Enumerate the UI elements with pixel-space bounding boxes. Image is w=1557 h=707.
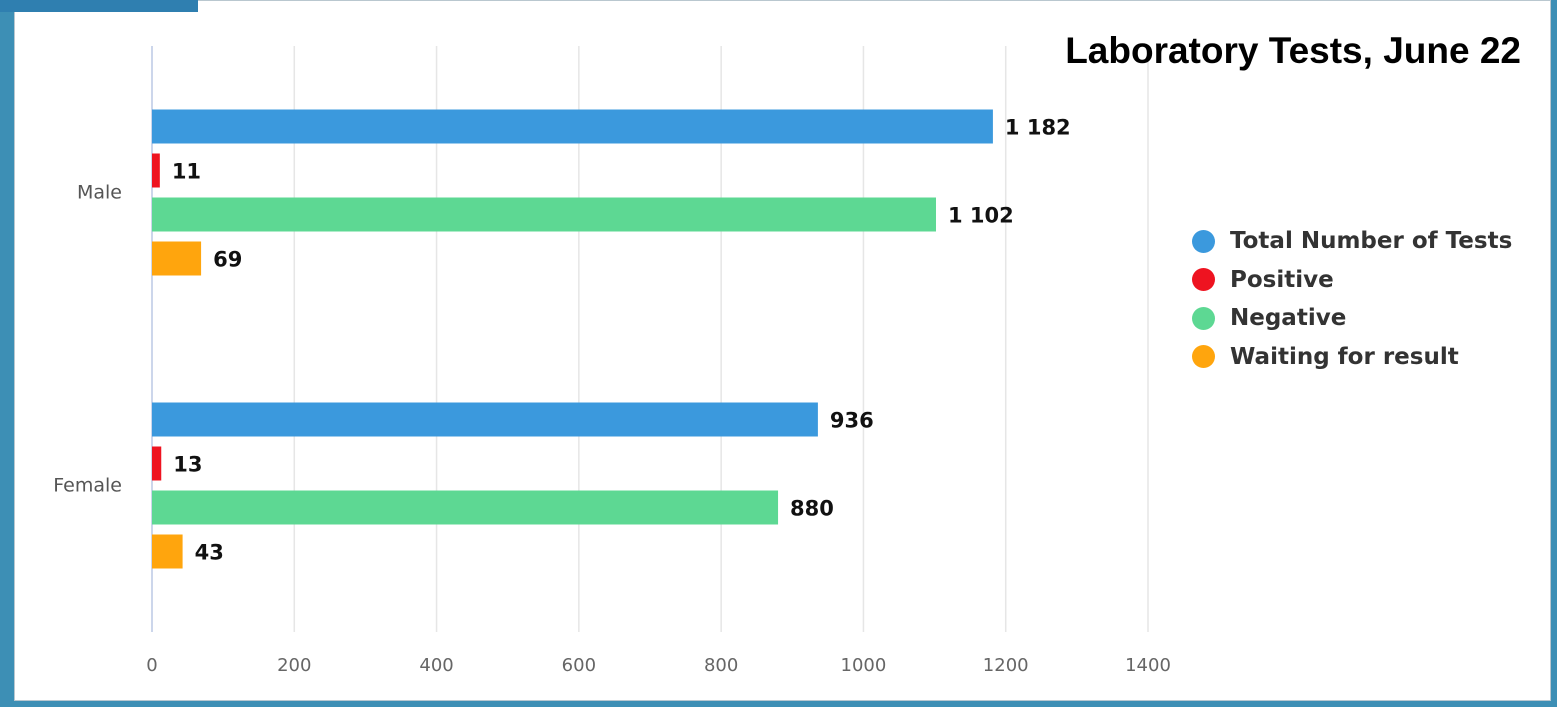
legend-item[interactable]: Negative bbox=[1192, 299, 1512, 338]
data-labels: 1 182 11 1 102 69 936 13 880 43 bbox=[172, 116, 1071, 565]
x-tick-label: 1000 bbox=[841, 655, 887, 676]
x-tick-label: 800 bbox=[704, 655, 738, 676]
legend-swatch bbox=[1192, 306, 1215, 330]
bar bbox=[152, 153, 160, 188]
legend-swatch bbox=[1192, 229, 1215, 253]
x-tick-label: 600 bbox=[562, 655, 596, 676]
legend-label: Positive bbox=[1230, 266, 1334, 293]
legend-swatch bbox=[1192, 268, 1215, 292]
legend-item[interactable]: Positive bbox=[1192, 261, 1512, 300]
data-label: 936 bbox=[830, 409, 874, 433]
bar bbox=[152, 446, 162, 481]
x-tick-label: 200 bbox=[277, 655, 311, 676]
data-label: 1 102 bbox=[948, 204, 1014, 228]
bar bbox=[152, 402, 818, 437]
category-labels: Male Female bbox=[53, 182, 122, 497]
data-label: 69 bbox=[213, 248, 242, 272]
legend-label: Waiting for result bbox=[1230, 343, 1459, 370]
data-label: 43 bbox=[195, 541, 224, 565]
x-tick-label: 1400 bbox=[1125, 655, 1171, 676]
legend-label: Total Number of Tests bbox=[1230, 228, 1513, 255]
data-label: 11 bbox=[172, 160, 201, 184]
legend-swatch bbox=[1192, 345, 1215, 369]
gridlines bbox=[151, 46, 1149, 632]
x-tick-label: 1200 bbox=[983, 655, 1029, 676]
legend-label: Negative bbox=[1230, 305, 1347, 332]
data-label: 1 182 bbox=[1005, 116, 1071, 140]
legend-item[interactable]: Total Number of Tests bbox=[1192, 222, 1512, 261]
x-tick-label: 400 bbox=[419, 655, 453, 676]
legend-item[interactable]: Waiting for result bbox=[1192, 338, 1512, 377]
x-tick-label: 0 bbox=[146, 655, 157, 676]
header-accent bbox=[0, 0, 198, 12]
category-label: Male bbox=[77, 182, 122, 204]
data-label: 880 bbox=[790, 497, 834, 521]
bar bbox=[152, 241, 202, 276]
bar bbox=[152, 534, 183, 569]
bars bbox=[152, 109, 993, 569]
legend: Total Number of Tests Positive Negative Wai… bbox=[1192, 222, 1512, 376]
data-label: 13 bbox=[173, 453, 202, 477]
bar bbox=[152, 490, 779, 525]
chart-title: Laboratory Tests, June 22 bbox=[1065, 30, 1521, 71]
bar bbox=[152, 197, 936, 232]
x-axis-ticks: 0 200 400 600 800 1000 1200 1400 bbox=[146, 655, 1171, 676]
bar bbox=[152, 109, 993, 144]
category-label: Female bbox=[53, 475, 122, 497]
